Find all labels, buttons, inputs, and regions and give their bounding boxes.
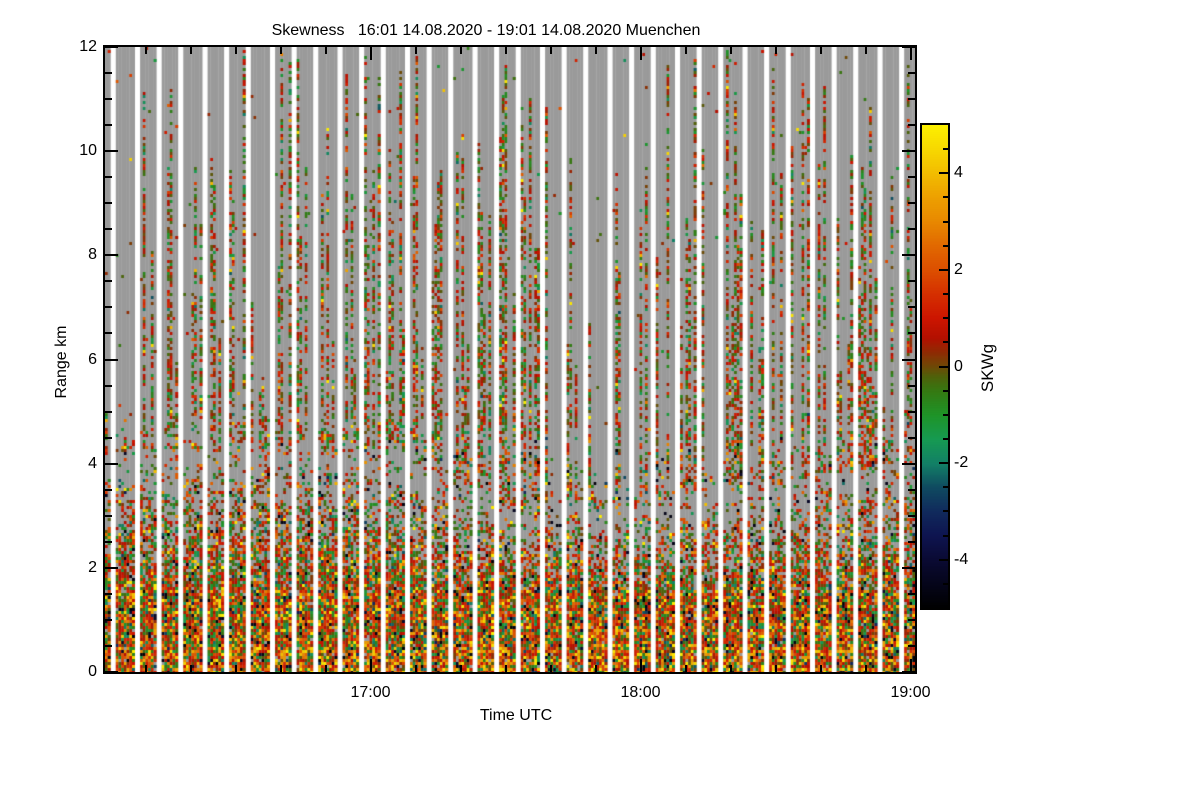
colorbar-tick-label: -4 [954, 550, 969, 568]
y-tick-label: 10 [79, 142, 97, 160]
colorbar-tick-label: 4 [954, 164, 963, 182]
chart-title: Skewness 16:01 14.08.2020 - 19:01 14.08.… [271, 22, 701, 39]
y-tick-label: 12 [79, 38, 97, 55]
y-tick-label: 0 [88, 663, 97, 680]
y-tick-label: 8 [88, 246, 97, 264]
x-axis-label: Time UTC [479, 707, 553, 724]
x-tick-label: 18:00 [620, 684, 661, 701]
colorbar-tick-label: 2 [954, 260, 963, 278]
y-tick-label: 4 [88, 454, 97, 472]
colorbar-label: SKWg [978, 343, 997, 393]
y-tick-label: 6 [88, 350, 97, 368]
y-tick-label: 2 [88, 558, 97, 576]
x-tick-label: 17:00 [350, 684, 391, 701]
x-tick-label: 19:00 [890, 684, 931, 701]
colorbar-tick-label: 0 [954, 357, 963, 375]
colorbar-canvas [922, 125, 948, 608]
heatmap-canvas [105, 47, 915, 672]
colorbar-tick-label: -2 [954, 454, 969, 472]
